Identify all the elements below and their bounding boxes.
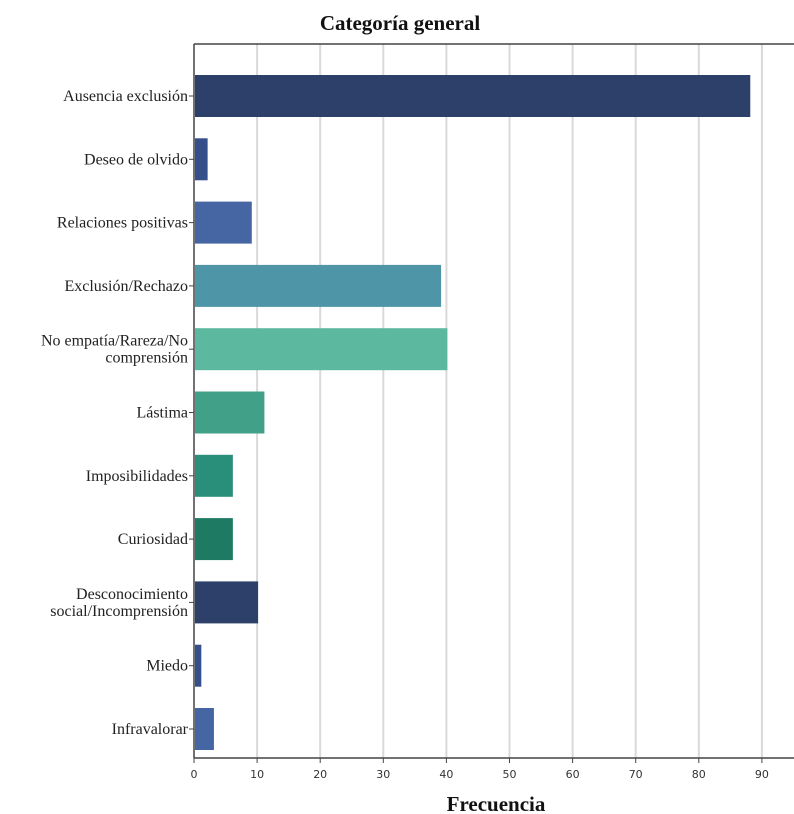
- category-label: Relaciones positivas: [57, 215, 188, 232]
- category-label: No empatía/Rareza/No: [41, 333, 188, 350]
- category-labels: Ausencia exclusión Deseo de olvido Relacio…: [41, 88, 189, 738]
- category-label: comprensión: [105, 350, 188, 367]
- category-label: Miedo: [146, 658, 188, 675]
- bar: [195, 75, 751, 117]
- category-label: Deseo de olvido: [84, 151, 188, 168]
- bar: [195, 708, 214, 750]
- x-tick-label: 90: [755, 768, 769, 781]
- bar: [195, 454, 233, 497]
- category-label: Lástima: [136, 405, 188, 422]
- category-label: Desconocimiento: [76, 586, 188, 603]
- x-tick-label: 80: [692, 768, 706, 781]
- category-label: Exclusión/Rechazo: [64, 278, 188, 295]
- bar: [195, 391, 265, 434]
- bar: [195, 644, 202, 687]
- x-tick-labels: 0 10 20 30 40 50 60 70 80 90: [191, 768, 769, 781]
- x-tick-label: 20: [313, 768, 327, 781]
- x-tick-label: 30: [376, 768, 390, 781]
- category-label: Imposibilidades: [86, 468, 188, 485]
- x-tick-label: 10: [250, 768, 264, 781]
- category-label: social/Incomprensión: [50, 603, 188, 620]
- bar: [195, 138, 208, 181]
- category-label: Ausencia exclusión: [63, 88, 188, 105]
- axes: [189, 43, 794, 763]
- category-label: Infravalorar: [112, 721, 189, 738]
- chart-title: Categoría general: [320, 11, 481, 35]
- category-label: Curiosidad: [118, 531, 188, 548]
- bar: [195, 201, 252, 244]
- bar: [195, 328, 448, 371]
- x-tick-label: 60: [566, 768, 580, 781]
- x-axis-title: Frecuencia: [447, 792, 546, 814]
- bars: [195, 75, 751, 750]
- x-tick-label: 0: [191, 768, 198, 781]
- x-tick-label: 50: [503, 768, 517, 781]
- x-tick-label: 40: [439, 768, 453, 781]
- bar: [195, 581, 259, 624]
- grid-lines: [256, 44, 763, 758]
- bar: [195, 518, 233, 561]
- x-tick-label: 70: [629, 768, 643, 781]
- bar: [195, 264, 442, 307]
